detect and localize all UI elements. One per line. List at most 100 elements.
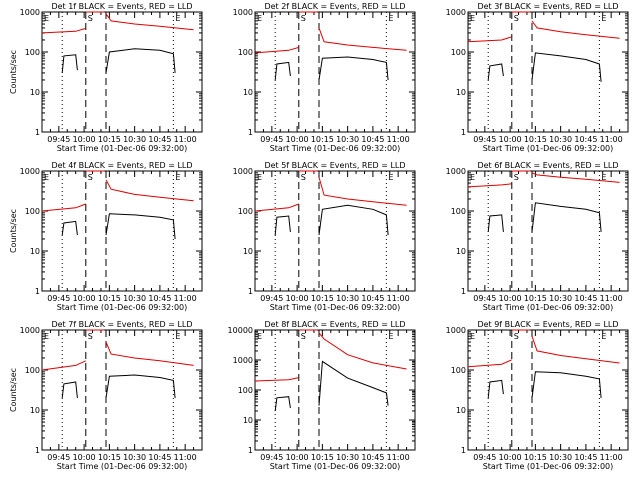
x-tick-label: 11:00: [387, 294, 410, 303]
events-series-line: [274, 215, 291, 236]
marker-label: S: [301, 332, 306, 341]
y-tick-label: 1000: [233, 356, 253, 365]
lld-series-line: [254, 46, 299, 54]
y-tick-label: 1: [461, 128, 466, 137]
marker-label: E: [601, 173, 606, 182]
x-tick-label: 10:30: [549, 135, 572, 144]
x-tick-label: 10:00: [499, 294, 522, 303]
x-tick-label: 11:00: [600, 453, 623, 462]
x-tick-label: 10:00: [499, 135, 522, 144]
y-tick-label: 1000: [20, 8, 40, 17]
detector-panel: Det 6f BLACK = Events, RED = LLD 1 10 100 10…: [446, 161, 629, 312]
x-tick-label: 11:00: [387, 135, 410, 144]
plot-frame: [254, 329, 416, 451]
plot-frame: [467, 329, 629, 451]
x-tick-label: 10:45: [574, 135, 597, 144]
plot-frame: [467, 170, 629, 292]
x-tick-label: 09:45: [47, 294, 70, 303]
x-axis-label: Start Time (01-Dec-06 09:32:00): [57, 303, 188, 312]
x-tick-label: 09:45: [260, 453, 283, 462]
y-tick-label: 1: [461, 287, 466, 296]
lld-series-line: [41, 203, 86, 212]
y-tick-label: 10: [243, 247, 253, 256]
panel-title: Det 2f BLACK = Events, RED = LLD: [264, 2, 405, 11]
x-axis-label: Start Time (01-Dec-06 09:32:00): [483, 144, 614, 153]
y-tick-label: 1000: [446, 167, 466, 176]
events-series-line: [61, 54, 78, 73]
x-tick-label: 10:15: [524, 294, 547, 303]
panel-title: Det 6f BLACK = Events, RED = LLD: [477, 161, 618, 170]
lld-series-line: [318, 177, 407, 206]
panel-title: Det 8f BLACK = Events, RED = LLD: [264, 320, 405, 329]
detector-panel: Det 9f BLACK = Events, RED = LLD 1 10 100 10…: [446, 320, 629, 471]
x-tick-label: 10:30: [549, 453, 572, 462]
y-tick-label: 100: [451, 366, 466, 375]
marker-label: E: [44, 332, 49, 341]
x-tick-label: 10:00: [286, 453, 309, 462]
lld-series-line: [41, 27, 86, 34]
y-tick-label: 10: [243, 88, 253, 97]
x-tick-label: 10:30: [123, 453, 146, 462]
panel-title: Det 9f BLACK = Events, RED = LLD: [477, 320, 618, 329]
events-series-line: [318, 360, 389, 406]
x-axis-label: Start Time (01-Dec-06 09:32:00): [270, 303, 401, 312]
x-tick-label: 09:45: [473, 294, 496, 303]
x-tick-label: 10:45: [148, 135, 171, 144]
y-tick-label: 10: [456, 247, 466, 256]
events-series-line: [487, 63, 504, 81]
marker-label: S: [301, 14, 306, 23]
lld-series-line: [531, 336, 620, 364]
y-axis-label: Counts/sec: [9, 209, 18, 253]
y-tick-label: 1: [35, 287, 40, 296]
x-tick-label: 10:00: [286, 294, 309, 303]
x-tick-label: 11:00: [600, 294, 623, 303]
x-tick-label: 10:30: [123, 294, 146, 303]
marker-label: E: [388, 14, 393, 23]
x-tick-label: 10:15: [311, 294, 334, 303]
x-tick-label: 09:45: [260, 135, 283, 144]
y-tick-label: 10: [30, 247, 40, 256]
marker-label: E: [175, 14, 180, 23]
lld-series-line: [105, 13, 194, 31]
y-tick-label: 10: [30, 406, 40, 415]
y-tick-label: 1: [461, 446, 466, 455]
y-tick-label: 100: [25, 48, 40, 57]
x-tick-label: 09:45: [473, 135, 496, 144]
events-series-line: [531, 202, 602, 232]
detector-panel: Det 2f BLACK = Events, RED = LLD 1 10 100 10…: [233, 2, 416, 153]
panel-title: Det 7f BLACK = Events, RED = LLD: [51, 320, 192, 329]
events-series-line: [274, 61, 291, 81]
marker-label: E: [257, 332, 262, 341]
marker-label: S: [88, 332, 93, 341]
x-tick-label: 10:15: [311, 135, 334, 144]
marker-label: E: [388, 332, 393, 341]
y-tick-label: 1: [248, 287, 253, 296]
x-tick-label: 10:30: [336, 453, 359, 462]
events-series-line: [105, 374, 176, 399]
plot-frame: [41, 329, 203, 451]
plot-frame: [41, 170, 203, 292]
marker-label: E: [175, 173, 180, 182]
x-tick-label: 10:15: [524, 135, 547, 144]
plot-frame: [254, 11, 416, 133]
marker-label: S: [514, 332, 519, 341]
y-tick-label: 1000: [233, 167, 253, 176]
y-tick-label: 10: [456, 406, 466, 415]
x-tick-label: 10:15: [311, 453, 334, 462]
lld-series-line: [467, 183, 512, 188]
x-tick-label: 10:30: [336, 135, 359, 144]
y-tick-label: 1000: [446, 326, 466, 335]
x-tick-label: 10:30: [336, 294, 359, 303]
lld-series-line: [318, 332, 407, 370]
lld-series-line: [531, 172, 620, 183]
y-tick-label: 100: [238, 207, 253, 216]
marker-label: E: [601, 14, 606, 23]
lld-series-line: [105, 341, 194, 366]
marker-label: E: [388, 173, 393, 182]
y-tick-label: 1000: [20, 326, 40, 335]
y-tick-label: 1: [35, 446, 40, 455]
events-series-line: [531, 371, 602, 399]
y-tick-label: 1: [35, 128, 40, 137]
marker-label: E: [44, 173, 49, 182]
events-series-line: [61, 381, 78, 399]
